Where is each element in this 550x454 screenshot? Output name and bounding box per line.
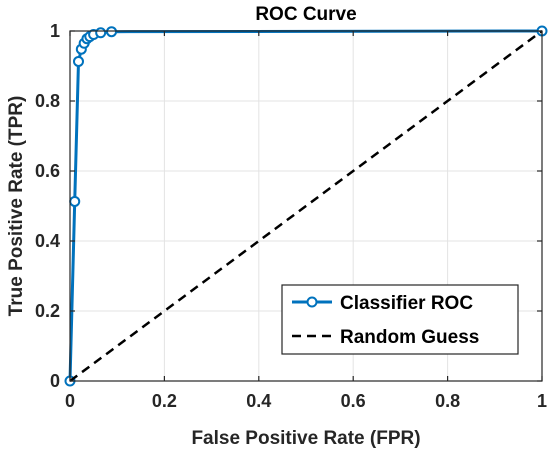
legend-random-label: Random Guess xyxy=(340,327,479,348)
legend: Classifier ROC Random Guess xyxy=(281,284,519,355)
classifier-roc-marker xyxy=(69,195,81,207)
axes-layer xyxy=(69,30,543,382)
y-axis-label: True Positive Rate (TPR) xyxy=(6,96,27,317)
legend-classifier-label: Classifier ROC xyxy=(340,293,473,314)
x-tick-label: 0 xyxy=(65,391,75,411)
y-tick-label: 0.6 xyxy=(35,161,60,181)
x-tick-label: 0.8 xyxy=(435,391,460,411)
classifier-roc-marker xyxy=(106,26,118,38)
legend-box xyxy=(281,284,519,355)
x-axis-label: False Positive Rate (FPR) xyxy=(191,428,420,449)
chart-title: ROC Curve xyxy=(255,4,356,25)
x-tick-label: 0.4 xyxy=(246,391,271,411)
ticks-layer: 0 0.2 0.4 0.6 0.8 1 0 0.2 0.4 0.6 0.8 1 xyxy=(35,21,547,411)
y-tick-label: 1 xyxy=(50,21,60,41)
x-tick-label: 0.6 xyxy=(341,391,366,411)
legend-classifier-marker xyxy=(306,296,318,308)
random-guess-line xyxy=(69,29,543,383)
y-tick-label: 0.2 xyxy=(35,301,60,321)
x-tick-label: 1 xyxy=(537,391,547,411)
x-tick-label: 0.2 xyxy=(152,391,177,411)
classifier-roc-marker xyxy=(95,27,107,39)
classifier-roc-marker xyxy=(72,55,84,67)
y-tick-label: 0.8 xyxy=(35,91,60,111)
y-tick-label: 0 xyxy=(50,371,60,391)
series-layer xyxy=(64,25,548,387)
axes-box xyxy=(69,30,543,382)
y-tick-label: 0.4 xyxy=(35,231,60,251)
